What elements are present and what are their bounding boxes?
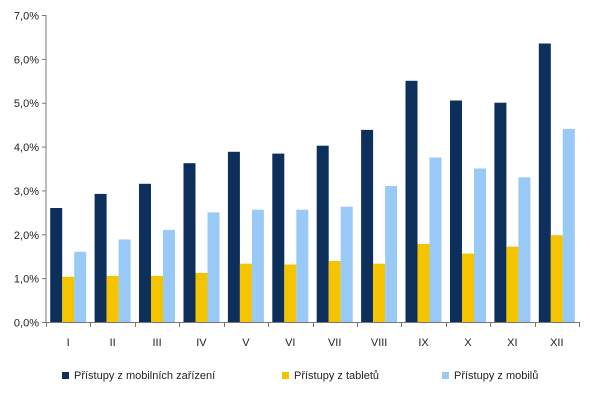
bar-series-3-IV (207, 212, 220, 322)
bar-series-3-XI (518, 177, 531, 322)
bar-series-1-I (50, 208, 63, 322)
bar-series-1-X (450, 100, 462, 322)
x-tick-label: VI (285, 337, 295, 349)
x-tick-label: X (464, 337, 472, 349)
y-tick-label: 2,0% (14, 230, 39, 242)
x-tick-label: II (110, 337, 116, 349)
bar-series-1-VI (272, 153, 285, 322)
bar-series-2-II (106, 275, 119, 322)
bar-series-3-III (163, 229, 175, 322)
bar-series-1-V (227, 151, 240, 322)
y-tick-label: 6,0% (14, 54, 39, 66)
bar-series-3-VI (296, 209, 309, 322)
bar-series-3-V (251, 209, 264, 322)
x-tick-label: I (67, 337, 70, 349)
bar-series-2-XII (550, 235, 563, 322)
legend-label: Přístupy z mobilních zařízení (74, 370, 215, 382)
x-tick-label: III (152, 337, 161, 349)
y-tick-label: 1,0% (14, 274, 39, 286)
bar-series-3-II (118, 239, 131, 322)
legend-swatch (282, 372, 289, 379)
x-tick-label: VIII (371, 337, 388, 349)
bar-series-2-XI (506, 246, 519, 322)
x-tick-label: XII (550, 337, 563, 349)
bar-series-3-IX (429, 157, 442, 322)
y-tick-label: 0,0% (14, 318, 39, 330)
x-tick-label: XI (507, 337, 517, 349)
y-tick-label: 5,0% (14, 98, 39, 110)
x-tick-label: VII (328, 337, 341, 349)
y-tick-label: 7,0% (14, 11, 39, 23)
bar-series-2-VII (328, 261, 341, 322)
y-axis: 0,0% 1,0% 2,0% 3,0% 4,0% 5,0% 6,0% 7,0% (14, 11, 47, 330)
bar-series-3-X (474, 168, 486, 322)
bar-series-1-VIII (361, 129, 374, 322)
bar-series-1-III (139, 183, 151, 322)
x-tick-label: IX (418, 337, 429, 349)
bar-series-3-VIII (385, 186, 398, 322)
bar-series-1-XII (538, 43, 551, 322)
bar-series-2-I (62, 276, 75, 322)
legend-label: Přístupy z mobilů (454, 370, 538, 382)
bar-series-3-XII (562, 129, 575, 322)
bar-series-2-IV (195, 272, 208, 322)
bar-series-2-III (151, 275, 163, 322)
y-tick-label: 4,0% (14, 142, 39, 154)
bars (50, 43, 575, 322)
bar-series-1-VII (316, 145, 329, 322)
bar-series-1-XI (494, 102, 507, 322)
x-tick-label: V (242, 337, 250, 349)
bar-series-1-IX (405, 80, 418, 322)
legend: Přístupy z mobilních zařízení Přístupy z … (62, 370, 538, 382)
bar-series-2-VI (284, 264, 297, 322)
bar-series-2-VIII (373, 263, 386, 322)
y-tick-label: 3,0% (14, 186, 39, 198)
legend-swatch (442, 372, 449, 379)
bar-series-3-I (74, 251, 87, 322)
bar-series-3-VII (340, 206, 353, 322)
legend-label: Přístupy z tabletů (294, 370, 379, 382)
bar-series-2-IX (417, 243, 430, 322)
x-axis: I II III IV V VI VII VIII IX X XI XII (46, 322, 580, 349)
bar-series-2-V (239, 263, 252, 322)
x-tick-label: IV (196, 337, 207, 349)
bar-series-1-II (94, 193, 107, 322)
bar-series-1-IV (183, 163, 196, 322)
legend-swatch (62, 372, 69, 379)
bar-series-2-X (462, 253, 474, 322)
